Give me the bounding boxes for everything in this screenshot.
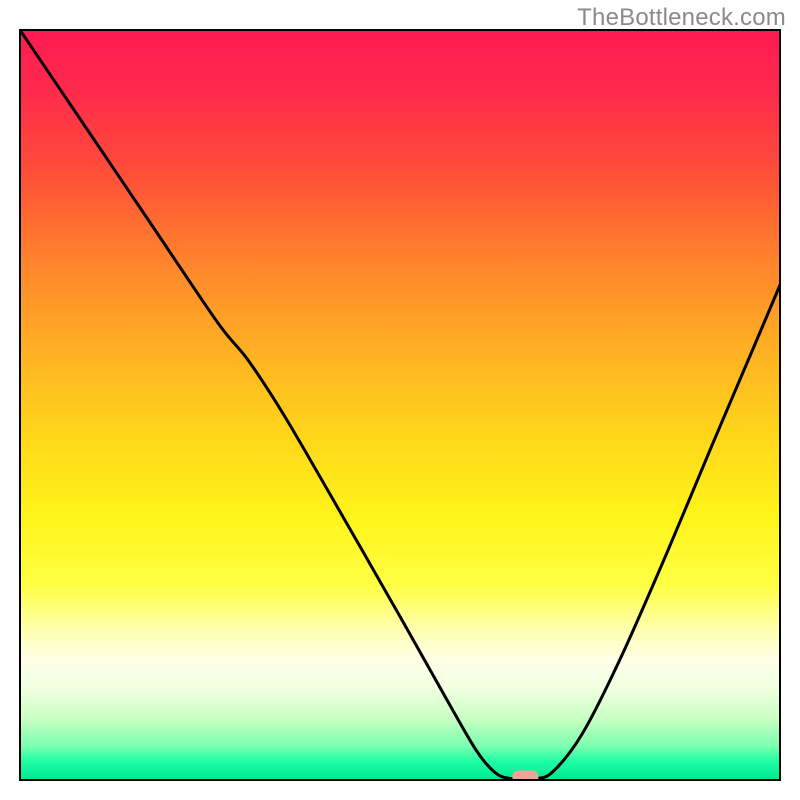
chart-frame: TheBottleneck.com — [0, 0, 800, 800]
gradient-background — [20, 30, 780, 780]
optimal-point-marker — [512, 771, 538, 784]
bottleneck-curve-chart — [0, 0, 800, 800]
watermark-text: TheBottleneck.com — [577, 4, 786, 32]
plot-area — [20, 30, 780, 784]
